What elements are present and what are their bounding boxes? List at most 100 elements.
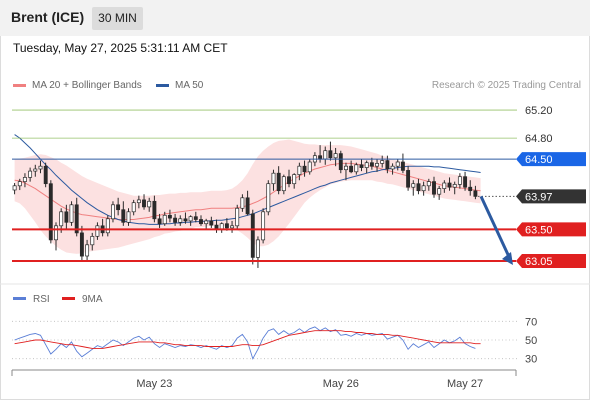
candle-body — [338, 153, 343, 171]
candle — [250, 209, 255, 265]
candle-body — [328, 150, 333, 159]
candle-body — [380, 160, 385, 164]
candle — [142, 194, 146, 210]
candle-body — [38, 165, 43, 170]
ma9-legend-swatch — [62, 297, 75, 300]
candle-body — [452, 184, 457, 188]
candle-body — [116, 204, 121, 211]
candle-body — [287, 176, 291, 185]
candle-body — [33, 168, 38, 172]
candle — [162, 211, 167, 226]
candle — [302, 160, 307, 177]
candle-body — [79, 232, 84, 257]
candle-body — [43, 165, 48, 185]
candle — [240, 194, 245, 212]
candle — [344, 162, 348, 181]
candle-body — [173, 217, 178, 223]
candle — [147, 197, 152, 212]
rsi-tick-label: 50 — [525, 335, 537, 347]
rsi-line — [14, 326, 476, 360]
candle — [230, 220, 235, 233]
candle — [266, 180, 271, 216]
candle-body — [95, 225, 100, 237]
candle — [17, 178, 22, 191]
candle — [136, 195, 141, 209]
candle — [421, 181, 426, 196]
ma9-line — [14, 330, 481, 349]
price-levels-layer: 65.20 64.80 64.50 63.97 63.50 63.05 — [12, 105, 586, 268]
legend-ma20: MA 20 + Bollinger Bands — [13, 80, 142, 91]
candle-body — [28, 170, 33, 178]
candle — [69, 201, 74, 226]
candle — [416, 178, 421, 195]
candle — [261, 208, 266, 244]
candle — [349, 160, 354, 174]
support-tag — [516, 253, 586, 268]
candle — [395, 159, 400, 171]
instrument-title: Brent (ICE) — [11, 9, 85, 25]
candle-body — [292, 174, 297, 185]
candle — [209, 216, 214, 228]
candle-body — [245, 197, 250, 215]
legend-ma50-swatch — [156, 83, 169, 87]
candle — [95, 222, 100, 240]
candle — [28, 167, 33, 182]
candle-body — [411, 183, 416, 188]
candle — [38, 160, 43, 174]
candle — [188, 215, 193, 226]
candle — [380, 155, 385, 168]
candle — [79, 225, 84, 261]
rsi-tick-label: 30 — [525, 354, 537, 366]
candle-body — [349, 165, 354, 173]
candle — [178, 215, 183, 226]
candle — [90, 232, 95, 251]
candle — [333, 147, 338, 167]
candle — [116, 197, 121, 216]
candle-body — [307, 161, 312, 173]
time-axis-label: May 27 — [447, 378, 483, 390]
candle-body — [209, 220, 214, 226]
candle — [105, 215, 110, 237]
rsi-panel: RSI 9MA 70 50 30 — [12, 294, 537, 366]
candle-body — [359, 164, 364, 168]
candle-body — [250, 213, 255, 258]
candle-body — [126, 211, 131, 223]
time-axis: May 23 May 26 May 27 — [11, 369, 517, 390]
candle — [452, 181, 457, 195]
candle — [33, 164, 38, 177]
candle-body — [369, 162, 374, 167]
candle-body — [240, 197, 245, 209]
candle — [271, 169, 276, 191]
candle-body — [12, 185, 17, 191]
price-level-64.80: 64.80 — [12, 133, 553, 145]
candle-body — [183, 218, 188, 222]
candles-layer — [12, 141, 478, 268]
candle-body — [224, 223, 229, 229]
pivot-label: 64.50 — [525, 154, 553, 166]
candle-body — [230, 225, 235, 229]
candle — [43, 162, 48, 188]
candle-body — [74, 204, 79, 234]
candle-body — [333, 153, 338, 159]
candle-body — [421, 185, 426, 192]
candle-body — [255, 239, 260, 258]
candle — [354, 162, 359, 175]
price-level-65.20: 65.20 — [12, 105, 553, 117]
candle — [173, 213, 178, 226]
copyright: Research © 2025 Trading Central — [431, 80, 581, 91]
timeframe-button[interactable]: 30 MIN — [92, 7, 143, 30]
last-price-tag — [516, 189, 586, 204]
price-level-63.50: 63.50 — [12, 222, 586, 237]
candle — [121, 201, 126, 226]
candle — [375, 159, 379, 172]
candle — [204, 218, 209, 230]
candle — [437, 185, 442, 200]
candle-body — [416, 183, 421, 192]
candle — [307, 159, 312, 175]
legend-ma50: MA 50 — [156, 80, 203, 91]
candle — [442, 180, 447, 193]
target-label: 65.20 — [525, 105, 553, 117]
candle-body — [111, 204, 115, 220]
candle — [199, 215, 203, 226]
candle-body — [136, 199, 141, 204]
